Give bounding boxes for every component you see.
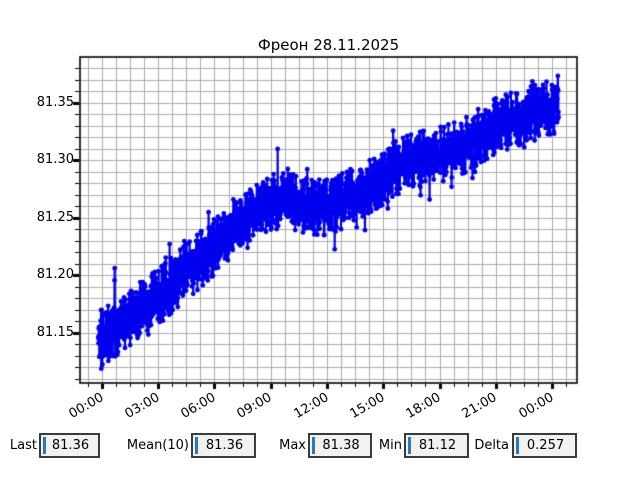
stat-field-max[interactable]: 81.38 xyxy=(308,433,372,458)
y-axis-tick-label: 81.20 xyxy=(36,267,74,282)
y-axis-tick-label: 81.15 xyxy=(36,325,74,340)
stat-field-min[interactable]: 81.12 xyxy=(404,433,469,458)
x-axis-tick-label: 15:00 xyxy=(347,390,388,422)
stat-field-delta[interactable]: 0.257 xyxy=(512,433,577,458)
x-axis-tick-label: 09:00 xyxy=(234,390,275,422)
stat-value-min: 81.12 xyxy=(418,438,457,453)
x-axis-tick-label: 00:00 xyxy=(66,390,106,422)
field-cursor-bar xyxy=(195,437,198,454)
stat-label-max: Max xyxy=(279,438,306,453)
field-cursor-bar xyxy=(516,437,519,454)
stat-field-mean[interactable]: 81.36 xyxy=(191,433,256,458)
x-axis-tick-label: 12:00 xyxy=(291,390,331,422)
stat-value-delta: 0.257 xyxy=(526,438,565,453)
stat-value-last: 81.36 xyxy=(51,438,90,453)
x-axis-tick-label: 21:00 xyxy=(459,390,500,422)
stat-label-min: Min xyxy=(378,438,402,453)
field-cursor-bar xyxy=(408,437,411,454)
stat-value-mean: 81.36 xyxy=(205,438,244,453)
stat-value-max: 81.38 xyxy=(322,438,360,453)
field-cursor-bar xyxy=(312,437,315,454)
y-axis-tick-label: 81.25 xyxy=(36,210,74,225)
x-axis-tick-label: 06:00 xyxy=(178,390,219,422)
x-axis-tick-label: 00:00 xyxy=(516,390,556,422)
y-axis-tick-label: 81.35 xyxy=(36,95,74,110)
stat-label-delta: Delta xyxy=(474,438,509,453)
x-axis-tick-label: 18:00 xyxy=(403,390,444,422)
x-axis-tick-label: 03:00 xyxy=(122,390,163,422)
field-cursor-bar xyxy=(43,437,46,454)
stat-field-last[interactable]: 81.36 xyxy=(39,433,100,458)
trend-chart-canvas xyxy=(60,45,590,395)
y-axis-tick-label: 81.30 xyxy=(36,152,74,167)
stat-label-mean: Mean(10) xyxy=(126,438,189,453)
stat-label-last: Last xyxy=(9,438,37,453)
